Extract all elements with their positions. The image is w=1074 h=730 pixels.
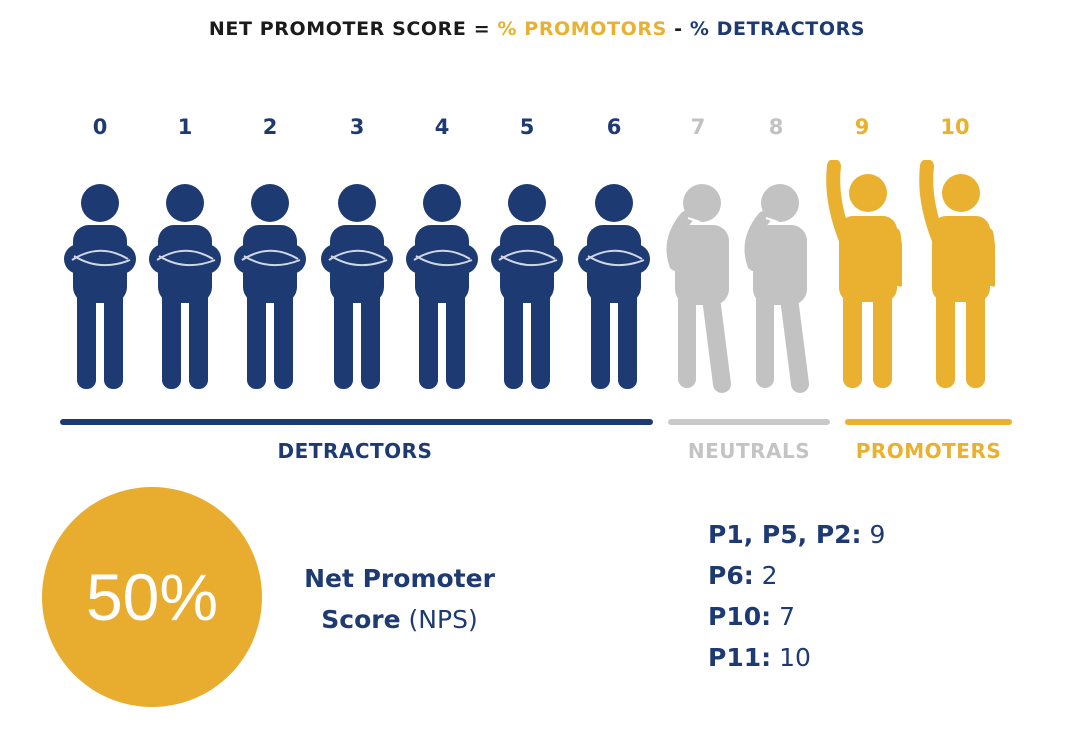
- response-participants: P10:: [708, 602, 772, 631]
- scale-number-5: 5: [519, 115, 535, 139]
- formula-promoters-term: % PROMOTORS: [497, 18, 667, 40]
- response-row: P6: 2: [708, 555, 885, 596]
- neutrals-label: NEUTRALS: [687, 439, 811, 463]
- scale-number-10: 10: [940, 115, 970, 139]
- arms-crossed-person-icon: [60, 160, 140, 399]
- detractors-label: DETRACTORS: [277, 439, 433, 463]
- scale-number-4: 4: [434, 115, 450, 139]
- neutrals-bar: [668, 419, 830, 425]
- response-participants: P1, P5, P2:: [708, 520, 862, 549]
- nps-label-line1: Net Promoter: [304, 564, 495, 593]
- raised-hand-person-icon: [915, 159, 1000, 399]
- formula-detractors-term: % DETRACTORS: [689, 18, 866, 40]
- response-score: 9: [869, 520, 886, 549]
- thinking-person-icon: [658, 160, 738, 399]
- response-participants: P11:: [708, 643, 772, 672]
- response-score: 7: [779, 602, 795, 631]
- arms-crossed-person-icon: [574, 160, 654, 399]
- arms-crossed-person-icon: [487, 160, 567, 399]
- formula-title: NET PROMOTER SCORE = % PROMOTORS - % DET…: [0, 18, 1074, 40]
- detractors-bar: [60, 419, 653, 425]
- formula-prefix: NET PROMOTER SCORE =: [208, 18, 498, 40]
- nps-score-value: 50%: [85, 560, 219, 634]
- response-row: P10: 7: [708, 596, 885, 637]
- response-row: P11: 10: [708, 637, 885, 678]
- nps-label-acronym: (NPS): [400, 605, 478, 634]
- responses-list: P1, P5, P2: 9 P6: 2 P10: 7 P11: 10: [708, 514, 885, 678]
- formula-minus: -: [666, 18, 690, 40]
- nps-score-circle: 50%: [42, 487, 262, 707]
- arms-crossed-person-icon: [230, 160, 310, 399]
- arms-crossed-person-icon: [402, 160, 482, 399]
- scale-number-8: 8: [768, 115, 784, 139]
- thinking-person-icon: [736, 160, 816, 399]
- scale-number-0: 0: [92, 115, 108, 139]
- arms-crossed-person-icon: [145, 160, 225, 399]
- scale-number-6: 6: [606, 115, 622, 139]
- scale-number-3: 3: [349, 115, 365, 139]
- nps-label-score-word: Score: [321, 605, 401, 634]
- nps-label: Net Promoter Score (NPS): [292, 558, 507, 640]
- response-row: P1, P5, P2: 9: [708, 514, 885, 555]
- scale-number-2: 2: [262, 115, 278, 139]
- scale-number-1: 1: [177, 115, 193, 139]
- response-participants: P6:: [708, 561, 754, 590]
- promoters-label: PROMOTERS: [855, 439, 1002, 463]
- arms-crossed-person-icon: [317, 160, 397, 399]
- promoters-bar: [845, 419, 1012, 425]
- response-score: 10: [779, 643, 811, 672]
- scale-number-9: 9: [854, 115, 870, 139]
- raised-hand-person-icon: [822, 159, 907, 399]
- response-score: 2: [761, 561, 778, 590]
- scale-number-7: 7: [690, 115, 706, 139]
